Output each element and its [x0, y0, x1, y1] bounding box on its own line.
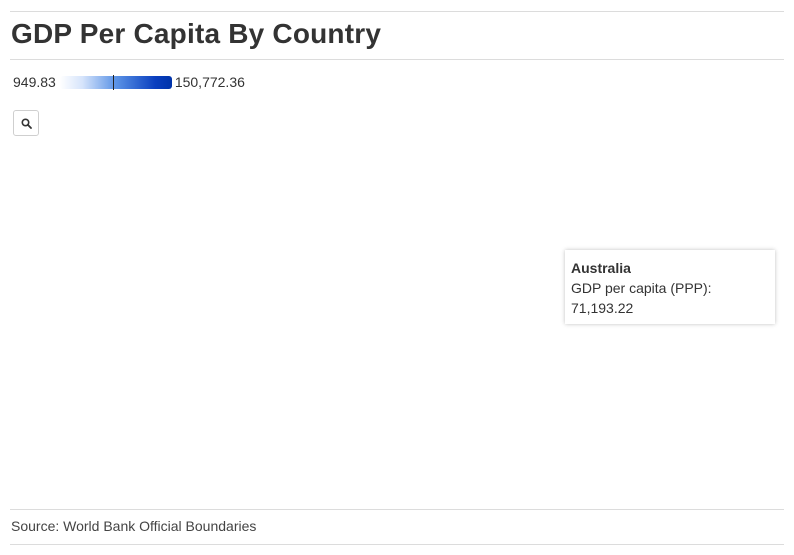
search-icon	[20, 117, 32, 129]
title-divider	[10, 59, 784, 60]
tooltip-metric-label: GDP per capita (PPP):	[571, 280, 712, 296]
page-title: GDP Per Capita By Country	[11, 18, 382, 49]
legend-value-marker	[112, 74, 114, 90]
tooltip-country: Australia	[571, 260, 631, 276]
tooltip-metric-value: 71,193.22	[571, 300, 634, 316]
legend-gradient-bar	[59, 74, 172, 90]
country-tooltip: Australia GDP per capita (PPP): 71,193.2…	[565, 250, 775, 324]
zoom-button[interactable]	[13, 110, 39, 136]
legend-max-label: 150,772.36	[174, 74, 245, 90]
top-divider	[10, 11, 784, 12]
source-divider-top	[10, 509, 784, 510]
source-note: Source: World Bank Official Boundaries	[11, 518, 257, 534]
legend-min-label: 949.83	[13, 74, 56, 90]
color-legend: 949.83 150,772.36	[13, 74, 245, 90]
source-divider-bottom	[10, 544, 784, 545]
